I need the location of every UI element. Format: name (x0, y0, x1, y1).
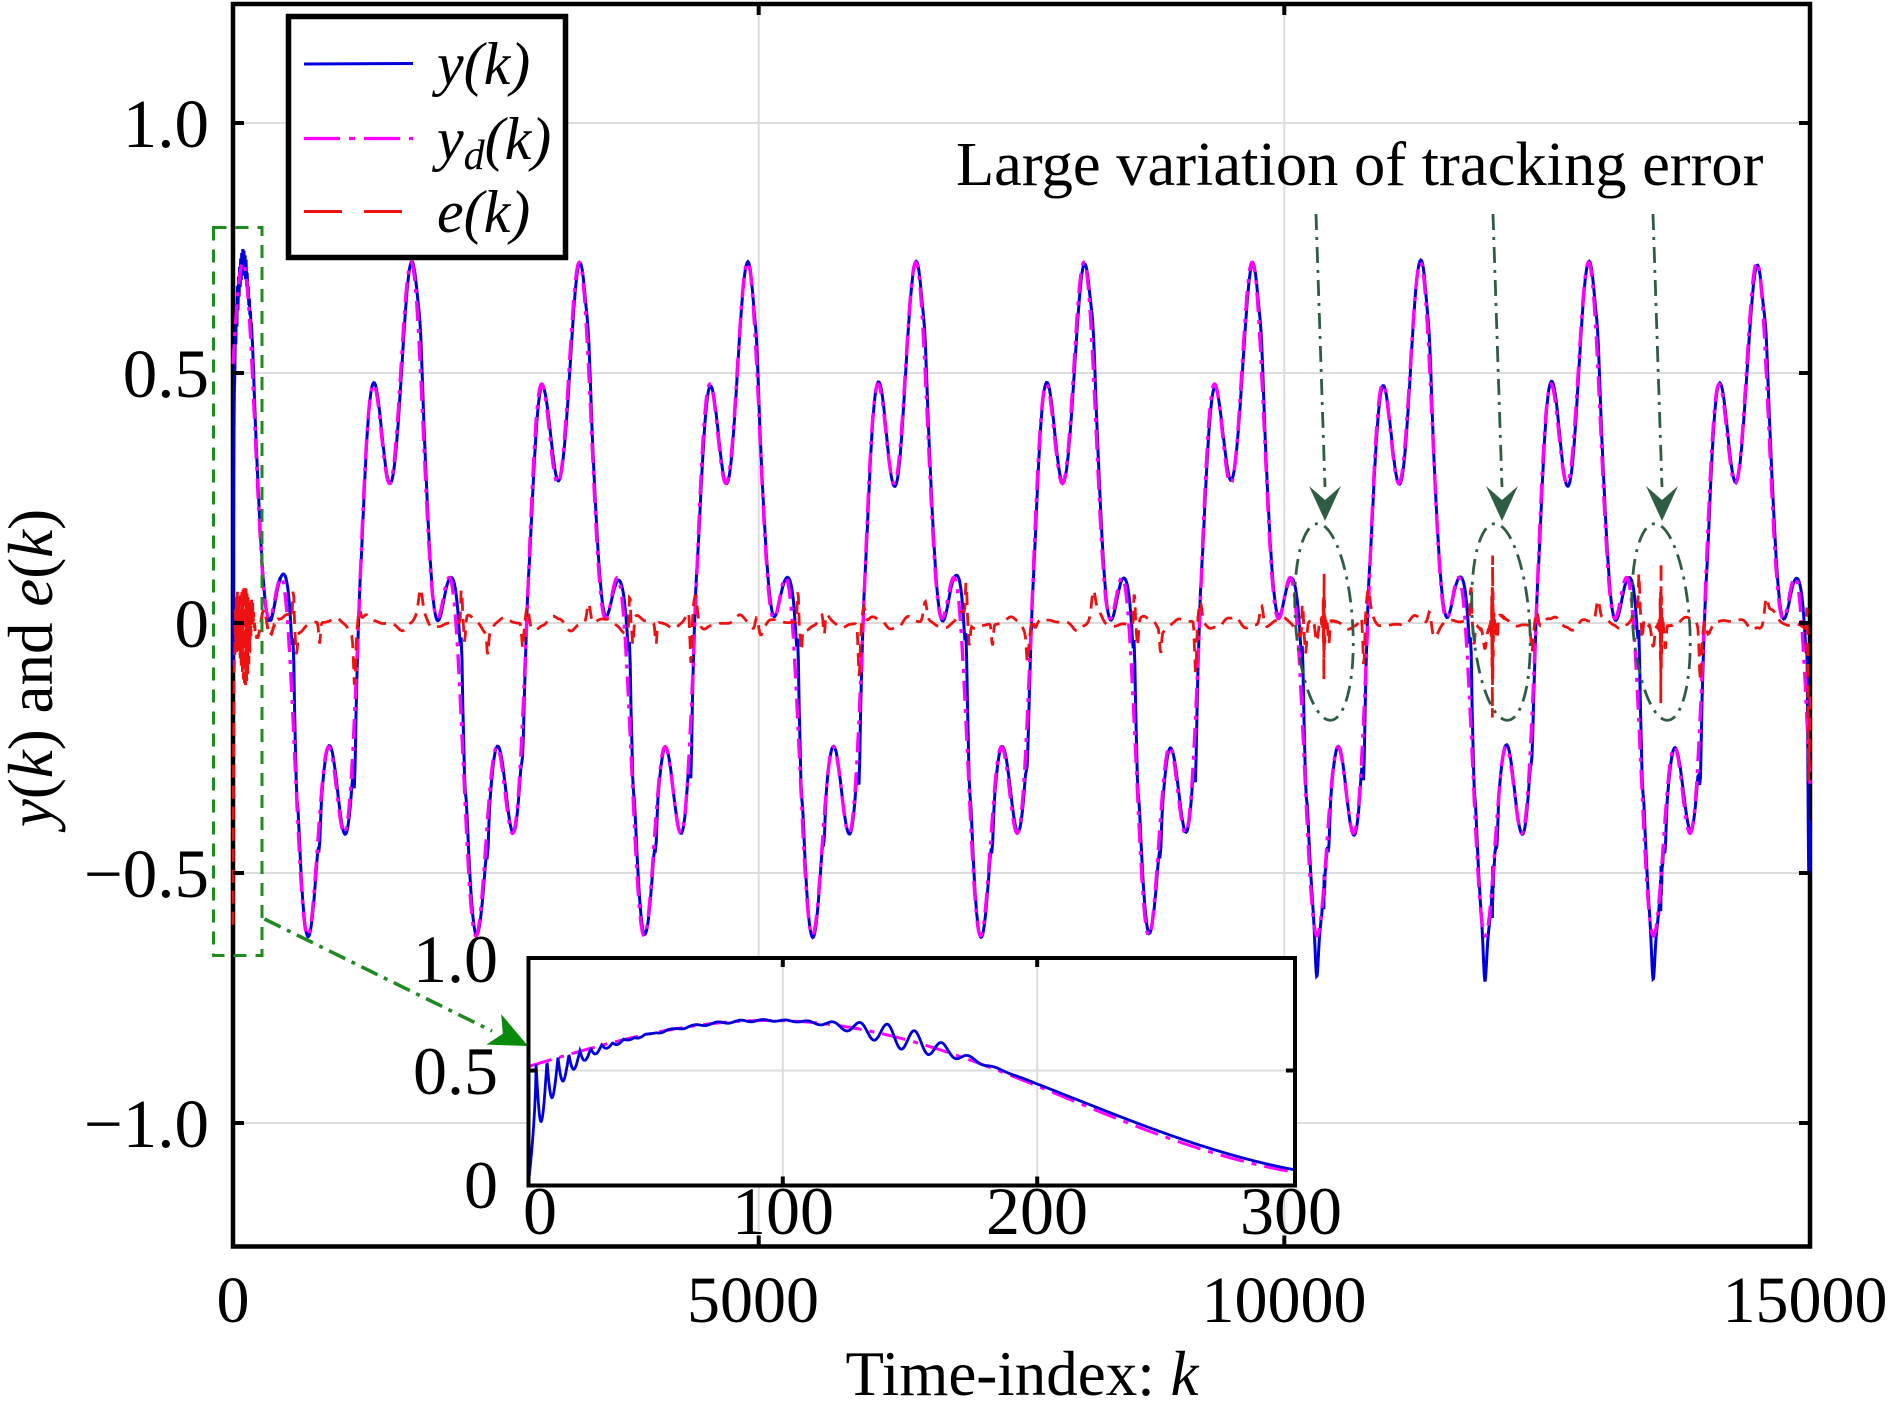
svg-text:y(k) and e(k): y(k) and e(k) (0, 509, 66, 833)
svg-text:yd(k): yd(k) (431, 106, 551, 179)
svg-text:200: 200 (986, 1173, 1088, 1249)
svg-text:Large variation of tracking er: Large variation of tracking error (956, 129, 1764, 199)
svg-text:y(k): y(k) (431, 31, 530, 97)
svg-text:1.0: 1.0 (123, 86, 209, 162)
svg-text:e(k): e(k) (437, 179, 530, 245)
svg-text:300: 300 (1240, 1173, 1342, 1249)
svg-text:−0.5: −0.5 (84, 836, 209, 912)
svg-text:15000: 15000 (1723, 1264, 1888, 1337)
svg-text:1.0: 1.0 (413, 921, 498, 997)
svg-text:−1.0: −1.0 (84, 1086, 209, 1162)
svg-text:10000: 10000 (1202, 1264, 1367, 1337)
svg-text:0.5: 0.5 (413, 1033, 498, 1109)
svg-text:0: 0 (175, 586, 210, 662)
svg-text:5000: 5000 (687, 1264, 819, 1337)
svg-text:100: 100 (732, 1173, 834, 1249)
svg-text:0: 0 (464, 1147, 498, 1223)
svg-text:Time-index: k: Time-index: k (846, 1339, 1200, 1409)
svg-text:0: 0 (523, 1173, 557, 1249)
svg-text:0.5: 0.5 (123, 336, 209, 412)
svg-text:0: 0 (217, 1264, 250, 1337)
